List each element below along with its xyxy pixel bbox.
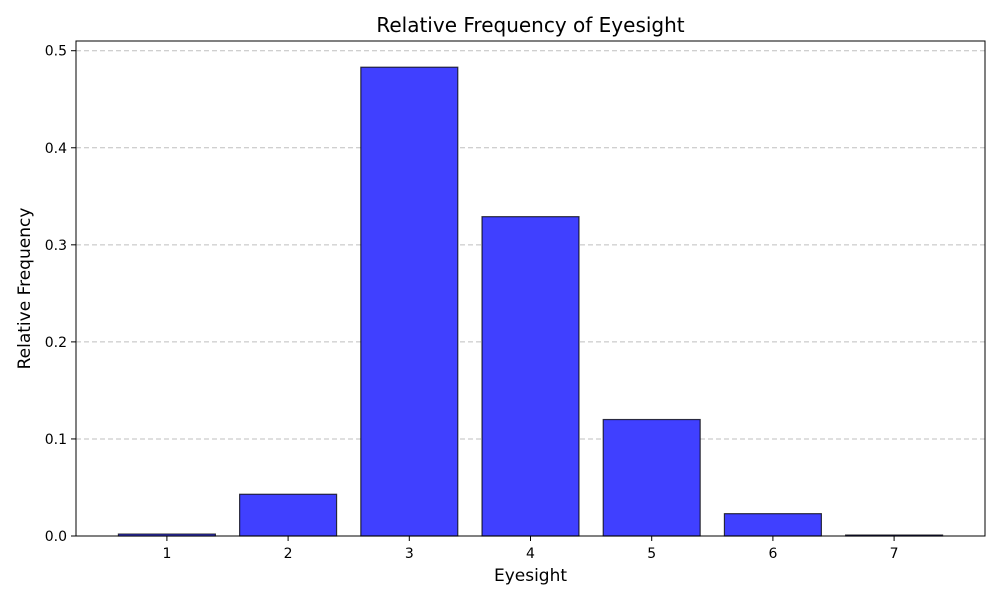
x-tick-label: 4	[526, 546, 535, 562]
y-axis-label: Relative Frequency	[15, 208, 35, 370]
bars	[117, 66, 944, 537]
x-tick-label: 5	[647, 546, 656, 562]
y-tick-label: 0.3	[45, 238, 67, 254]
bar-2	[239, 493, 338, 537]
x-tick-label: 2	[284, 546, 293, 562]
x-tick-label: 6	[768, 546, 777, 562]
bar-6	[723, 513, 822, 537]
x-tick-label: 7	[890, 546, 899, 562]
y-axis-ticks: 0.0 0.1 0.2 0.3 0.4 0.5	[45, 44, 76, 545]
x-axis-ticks: 1 2 3 4 5 6 7	[162, 536, 899, 562]
chart-title: Relative Frequency of Eyesight	[376, 13, 684, 37]
bar-5	[602, 418, 701, 537]
y-tick-label: 0.4	[45, 141, 67, 157]
y-tick-label: 0.0	[45, 529, 67, 545]
bar-3	[360, 66, 459, 537]
y-tick-label: 0.1	[45, 432, 67, 448]
x-axis-label: Eyesight	[494, 566, 567, 586]
y-tick-label: 0.2	[45, 335, 67, 351]
bar-4	[481, 216, 580, 537]
y-tick-label: 0.5	[45, 44, 67, 60]
x-tick-label: 3	[405, 546, 414, 562]
x-tick-label: 1	[162, 546, 171, 562]
